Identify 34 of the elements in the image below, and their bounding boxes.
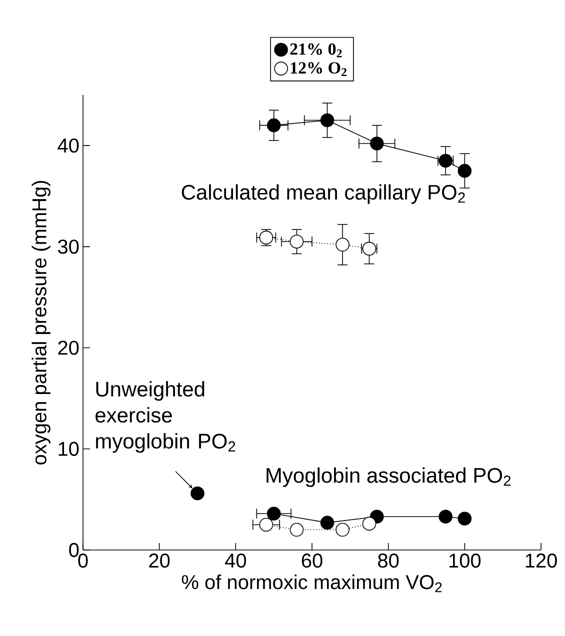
point bbox=[336, 238, 350, 252]
legend-label: 21% 0$_{2}$ bbox=[290, 43, 342, 58]
point bbox=[259, 518, 274, 532]
point bbox=[458, 512, 472, 526]
x-tick-label: 120 bbox=[526, 554, 557, 568]
point bbox=[290, 234, 304, 249]
legend-label: 12% O$_{2}$ bbox=[290, 62, 346, 76]
x-tick-label: 80 bbox=[378, 554, 399, 568]
point bbox=[290, 522, 304, 537]
annotation: Calculated mean capillary PO$_{2}$ bbox=[182, 184, 465, 204]
x-tick-label: 100 bbox=[450, 554, 481, 568]
point bbox=[266, 506, 281, 520]
x-tick-label: 0 bbox=[78, 554, 88, 568]
y-tick-label: 40 bbox=[58, 138, 79, 153]
point bbox=[320, 113, 334, 128]
point bbox=[336, 522, 350, 537]
x-axis-title: % of normoxic maximum VO$_{2}$ bbox=[182, 574, 442, 592]
y-axis-title: oxygen partial pressure (mmHg) bbox=[32, 180, 50, 464]
point bbox=[320, 516, 334, 530]
annotation: Unweighted exercise myoglobin PO$_{2}$ bbox=[96, 381, 236, 453]
y-tick-label: 10 bbox=[58, 442, 79, 456]
point bbox=[370, 136, 384, 150]
point bbox=[190, 486, 204, 500]
x-tick-label: 20 bbox=[149, 554, 170, 568]
point bbox=[362, 516, 376, 531]
point bbox=[458, 164, 472, 178]
y-tick-label: 30 bbox=[58, 240, 79, 254]
x-tick-label: 40 bbox=[225, 554, 246, 568]
y-tick-label: 0 bbox=[69, 542, 79, 558]
point bbox=[438, 510, 452, 524]
annotation: Myoglobin associated PO$_{2}$ bbox=[266, 467, 510, 487]
x-tick-label: 60 bbox=[302, 554, 322, 568]
y-tick-label: 20 bbox=[58, 340, 79, 355]
point bbox=[266, 118, 281, 132]
